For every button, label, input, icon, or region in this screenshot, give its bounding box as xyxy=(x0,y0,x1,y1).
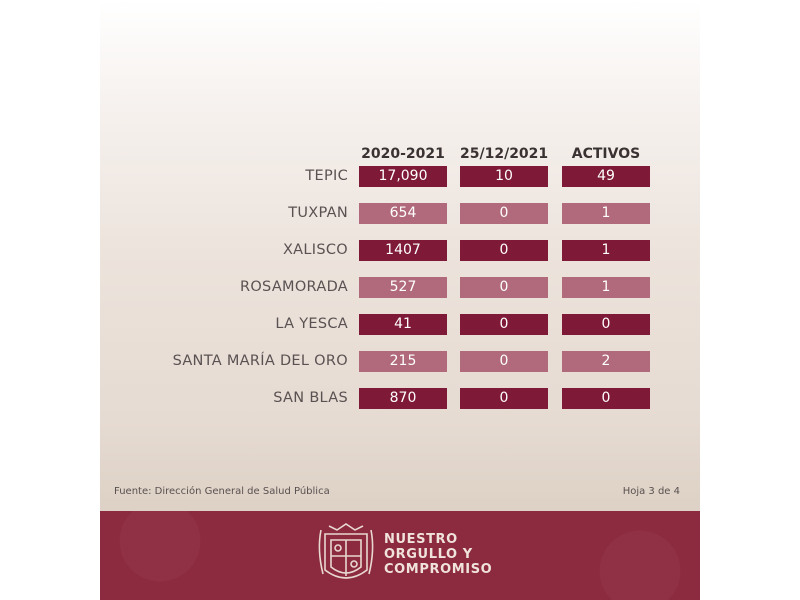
slogan-line: ORGULLO Y xyxy=(384,547,473,562)
state-coat-of-arms-icon xyxy=(318,523,374,579)
municipality-label: LA YESCA xyxy=(275,316,348,332)
municipality-label: SANTA MARÍA DEL ORO xyxy=(172,353,348,369)
municipality-label: XALISCO xyxy=(282,242,348,258)
source-note: Fuente: Dirección General de Salud Públi… xyxy=(114,486,330,497)
table-header: 2020-2021 25/12/2021 ACTIVOS xyxy=(100,145,700,163)
table-row: ROSAMORADA 527 0 1 xyxy=(100,277,700,298)
infographic-card: 2020-2021 25/12/2021 ACTIVOS TEPIC 17,09… xyxy=(100,0,700,600)
cell-2020-2021: 1407 xyxy=(359,240,447,261)
cell-2020-2021: 17,090 xyxy=(359,166,447,187)
page-indicator: Hoja 3 de 4 xyxy=(622,486,680,497)
cell-2020-2021: 41 xyxy=(359,314,447,335)
column-header-date: 25/12/2021 xyxy=(460,146,549,162)
cell-date: 0 xyxy=(460,277,548,298)
cell-date: 10 xyxy=(460,166,548,187)
cell-activos: 0 xyxy=(562,314,650,335)
table-row: XALISCO 1407 0 1 xyxy=(100,240,700,261)
municipality-label: ROSAMORADA xyxy=(239,279,348,295)
cell-2020-2021: 215 xyxy=(359,351,447,372)
cell-date: 0 xyxy=(460,314,548,335)
table-row: TUXPAN 654 0 1 xyxy=(100,203,700,224)
slogan: NUESTRO ORGULLO Y COMPROMISO xyxy=(384,532,524,577)
cell-activos: 1 xyxy=(562,240,650,261)
cell-activos: 0 xyxy=(562,388,650,409)
table-row: SAN BLAS 870 0 0 xyxy=(100,388,700,409)
table-row: SANTA MARÍA DEL ORO 215 0 2 xyxy=(100,351,700,372)
cell-date: 0 xyxy=(460,203,548,224)
cell-activos: 1 xyxy=(562,277,650,298)
cell-activos: 49 xyxy=(562,166,650,187)
cell-2020-2021: 870 xyxy=(359,388,447,409)
cell-activos: 2 xyxy=(562,351,650,372)
slogan-line: COMPROMISO xyxy=(384,562,493,577)
table-row: LA YESCA 41 0 0 xyxy=(100,314,700,335)
footer-banner: NUESTRO ORGULLO Y COMPROMISO xyxy=(100,511,700,600)
cell-date: 0 xyxy=(460,240,548,261)
municipality-label: SAN BLAS xyxy=(273,390,348,406)
cell-activos: 1 xyxy=(562,203,650,224)
municipality-label: TUXPAN xyxy=(288,205,348,221)
cell-date: 0 xyxy=(460,388,548,409)
cell-2020-2021: 527 xyxy=(359,277,447,298)
table-row: TEPIC 17,090 10 49 xyxy=(100,166,700,187)
municipality-label: TEPIC xyxy=(305,168,348,184)
slogan-line: NUESTRO xyxy=(384,532,458,547)
cell-2020-2021: 654 xyxy=(359,203,447,224)
footer-pattern xyxy=(100,511,700,600)
cell-date: 0 xyxy=(460,351,548,372)
column-header-2020-2021: 2020-2021 xyxy=(361,146,445,162)
column-header-activos: ACTIVOS xyxy=(571,146,641,162)
